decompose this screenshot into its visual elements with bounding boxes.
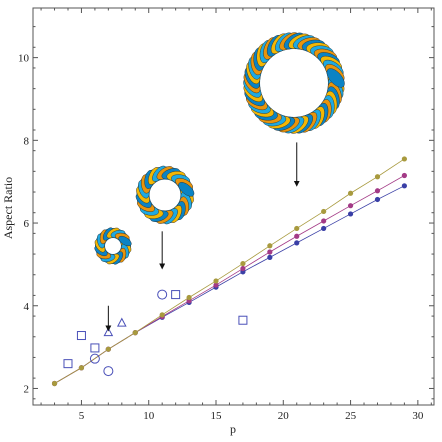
circle-marker [89, 353, 100, 364]
triangle-marker [103, 327, 114, 337]
data-point [267, 243, 273, 249]
inset-layer [94, 32, 345, 265]
data-point [347, 190, 354, 196]
data-point [240, 260, 246, 267]
y-tick-label: 8 [24, 135, 30, 147]
data-point [213, 282, 219, 288]
data-point [213, 278, 219, 284]
data-point [347, 203, 354, 209]
series-line [54, 158, 405, 384]
square-marker [90, 343, 100, 353]
data-point [401, 172, 407, 179]
data-point [401, 183, 407, 189]
data-point [294, 240, 300, 246]
y-tick-label: 10 [18, 53, 30, 65]
y-axis-title: Aspect Ratio [1, 177, 15, 239]
y-tick-label: 2 [24, 383, 30, 395]
data-point [159, 312, 165, 318]
series-layer [51, 156, 407, 387]
data-point [294, 225, 300, 232]
data-point [374, 174, 381, 180]
y-tick-label: 6 [24, 218, 30, 230]
circle-marker [157, 289, 168, 300]
x-axis-title: p [230, 422, 236, 436]
data-point [105, 346, 111, 352]
ring-segment [178, 182, 195, 197]
large-twisted-ring [243, 32, 345, 134]
x-tick-label: 30 [412, 410, 424, 422]
data-point [374, 188, 381, 194]
square-marker [238, 315, 248, 325]
data-point [401, 156, 407, 162]
small-twisted-ring [94, 227, 132, 265]
circle-marker [103, 366, 114, 377]
data-point [51, 380, 58, 387]
data-point [240, 265, 246, 272]
x-tick-label: 15 [211, 410, 223, 422]
data-point [294, 233, 300, 239]
triangle-marker [116, 317, 127, 327]
medium-twisted-ring [135, 165, 195, 225]
square-marker [63, 359, 73, 369]
square-marker [171, 290, 181, 300]
data-point [374, 196, 381, 203]
data-point [321, 208, 327, 215]
x-tick-label: 10 [143, 410, 155, 422]
x-tick-label: 25 [345, 410, 357, 422]
x-tick-label: 5 [79, 410, 85, 422]
plot-frame [32, 7, 435, 406]
x-tick-label: 20 [278, 410, 290, 422]
axis-ticks: 5 10 15 20 25 30 2 4 6 8 10 [18, 8, 434, 422]
data-point [267, 254, 273, 260]
data-point [321, 218, 327, 224]
data-point [347, 211, 354, 217]
ring-segment [118, 235, 132, 247]
data-point [186, 294, 192, 301]
y-tick-label: 4 [24, 301, 30, 313]
annotation-layer [105, 142, 300, 332]
data-point [132, 330, 138, 336]
data-point [267, 249, 273, 255]
ring-segment [326, 68, 345, 88]
square-marker [76, 331, 86, 341]
data-point [78, 365, 85, 371]
data-point [321, 225, 327, 232]
